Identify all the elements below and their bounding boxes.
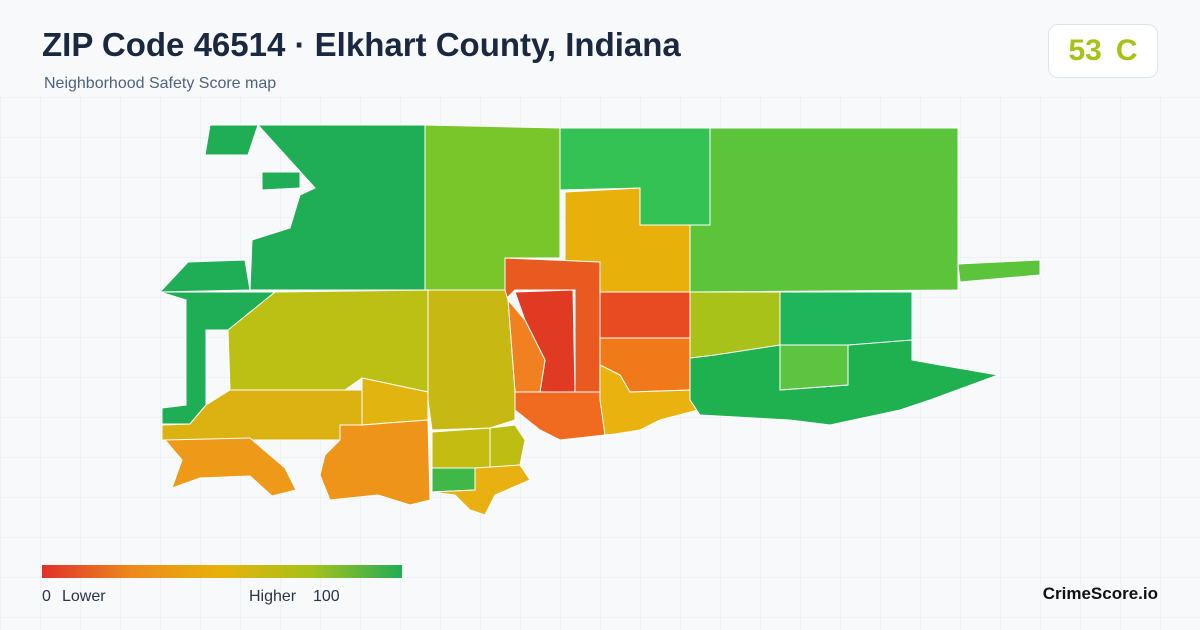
region xyxy=(689,127,959,293)
subtitle: Neighborhood Safety Score map xyxy=(44,75,277,92)
region xyxy=(957,259,1041,283)
legend-min: 0 xyxy=(42,588,51,605)
region xyxy=(427,289,516,431)
brand: CrimeScore.io xyxy=(1042,584,1158,603)
region xyxy=(779,291,913,346)
region xyxy=(204,124,259,156)
legend-min-label: Lower xyxy=(62,588,106,605)
score-badge: 53 C xyxy=(1048,24,1158,78)
score-value: 53 xyxy=(1068,34,1102,67)
region xyxy=(431,464,531,516)
region xyxy=(779,344,849,391)
region xyxy=(319,419,431,506)
score-grade: C xyxy=(1115,34,1138,67)
region xyxy=(158,259,251,293)
legend-max: 100 xyxy=(313,588,340,605)
legend-max-label: Higher xyxy=(249,588,297,605)
region xyxy=(599,364,699,436)
title: ZIP Code 46514 · Elkhart County, Indiana xyxy=(42,26,681,63)
region xyxy=(599,291,691,339)
region xyxy=(261,171,301,191)
region xyxy=(689,291,781,359)
region xyxy=(489,424,526,469)
legend-gradient xyxy=(42,565,402,578)
region xyxy=(431,467,476,493)
region xyxy=(163,437,297,497)
zip-regions xyxy=(158,124,1041,516)
region xyxy=(227,289,429,393)
region xyxy=(431,427,491,469)
